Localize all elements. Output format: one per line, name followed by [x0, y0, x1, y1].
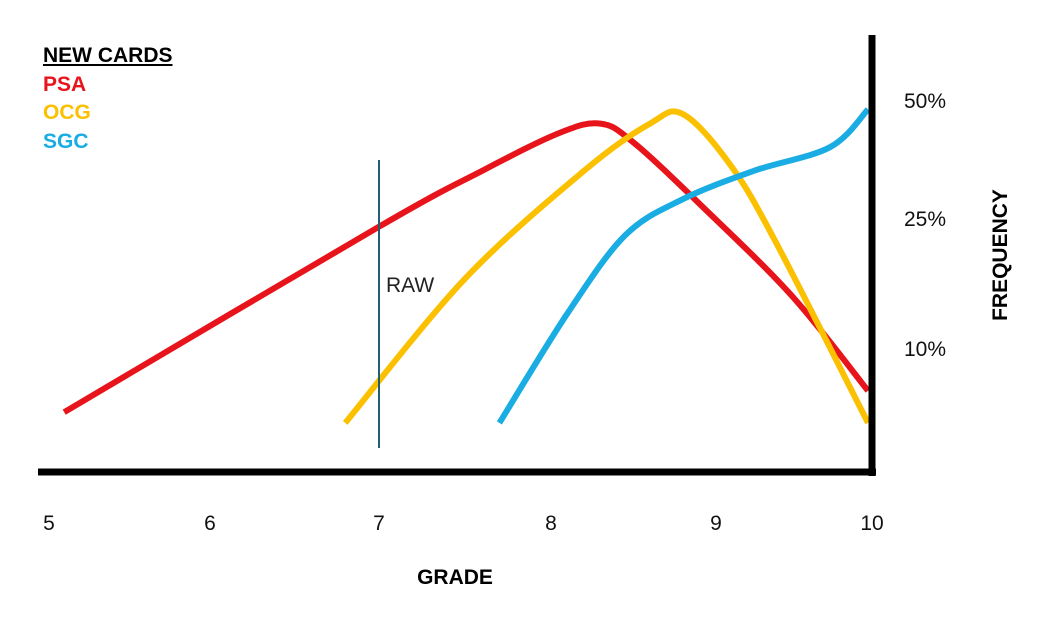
series-line-psa	[62, 120, 871, 415]
x-axis-label: GRADE	[417, 566, 493, 589]
series-line-ocg	[342, 108, 871, 425]
series-line-sgc	[496, 107, 871, 425]
x-tick-label: 6	[204, 512, 216, 535]
series-layer	[62, 107, 871, 425]
legend-item-psa: PSA	[43, 72, 87, 96]
x-tick-label: 9	[710, 512, 722, 535]
legend: NEW CARDS PSA OCG SGC	[43, 42, 173, 156]
x-tick-label: 10	[860, 512, 883, 535]
legend-item-ocg: OCG	[43, 101, 91, 124]
y-tick-label: 50%	[904, 90, 946, 113]
x-tick-labels: 5 6 7 8 9 10	[43, 512, 884, 535]
y-tick-label: 10%	[904, 338, 946, 361]
y-axis-label: FREQUENCY	[989, 189, 1012, 321]
x-tick-label: 5	[43, 512, 55, 535]
legend-title: NEW CARDS	[43, 44, 173, 67]
x-tick-label: 8	[545, 512, 557, 535]
y-tick-label: 25%	[904, 208, 946, 231]
y-tick-labels: 10% 25% 50%	[904, 90, 946, 361]
legend-item-sgc: SGC	[43, 129, 89, 153]
x-tick-label: 7	[373, 512, 385, 535]
raw-marker-label: RAW	[386, 274, 434, 297]
